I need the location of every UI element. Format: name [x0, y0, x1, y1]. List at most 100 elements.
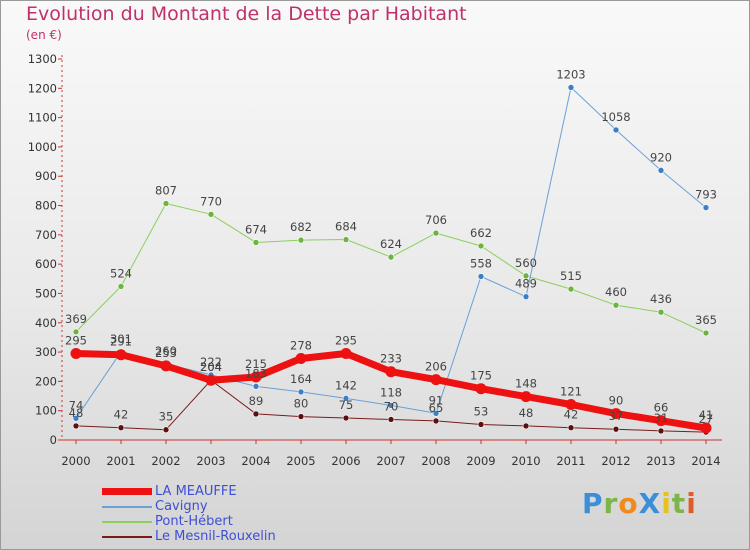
y-tick-label: 800 [35, 199, 57, 213]
legend-swatch-la-meauffe [102, 488, 152, 495]
data-point-la-meauffe [115, 349, 127, 361]
data-label-pont-hebert: 624 [380, 237, 402, 251]
data-label-le-mesnil-rouxelin: 42 [114, 408, 129, 422]
data-label-pont-hebert: 436 [650, 292, 672, 306]
data-label-la-meauffe: 295 [335, 334, 357, 348]
logo-letter: o [618, 487, 639, 520]
x-tick-label: 2001 [106, 454, 135, 468]
data-point-cavigny [612, 126, 620, 134]
data-point-la-meauffe [700, 422, 712, 434]
data-point-cavigny [522, 293, 530, 300]
x-tick-label: 2011 [556, 454, 585, 468]
proxiti-logo: ProXiti [582, 487, 697, 520]
data-label-la-meauffe: 215 [245, 357, 267, 371]
data-label-cavigny: 920 [650, 150, 672, 164]
x-tick-label: 2008 [421, 454, 450, 468]
chart-title: Evolution du Montant de la Dette par Hab… [26, 3, 467, 25]
data-point-le-mesnil-rouxelin [567, 424, 575, 431]
data-point-pont-hebert [432, 229, 440, 237]
y-tick-label: 300 [35, 345, 57, 359]
data-point-le-mesnil-rouxelin [117, 424, 125, 431]
data-label-cavigny: 222 [200, 355, 222, 369]
data-label-la-meauffe: 121 [560, 385, 582, 399]
y-tick-label: 1100 [28, 111, 57, 125]
data-point-le-mesnil-rouxelin [657, 427, 665, 435]
data-label-le-mesnil-rouxelin: 37 [609, 409, 624, 423]
data-label-cavigny: 1203 [556, 67, 585, 81]
logo-letter: t [671, 487, 687, 520]
data-point-pont-hebert [207, 211, 215, 218]
data-point-cavigny [297, 388, 305, 396]
data-label-cavigny: 183 [245, 366, 267, 380]
logo-letter: P [582, 487, 604, 520]
data-point-la-meauffe [160, 360, 172, 372]
data-label-le-mesnil-rouxelin: 89 [249, 394, 264, 408]
data-label-la-meauffe: 233 [380, 352, 402, 366]
x-tick-label: 2004 [241, 454, 270, 468]
data-label-le-mesnil-rouxelin: 65 [429, 401, 444, 415]
legend-swatch-pont-hebert [102, 521, 152, 523]
data-label-cavigny: 1058 [601, 110, 630, 124]
data-label-la-meauffe: 278 [290, 339, 312, 353]
data-label-le-mesnil-rouxelin: 48 [519, 406, 534, 420]
y-tick-label: 100 [35, 404, 57, 418]
data-label-cavigny: 142 [335, 378, 357, 392]
y-tick-label: 900 [35, 169, 57, 183]
data-point-le-mesnil-rouxelin [432, 417, 440, 425]
data-label-la-meauffe: 295 [65, 334, 87, 348]
data-point-cavigny [702, 204, 710, 211]
data-label-pont-hebert: 515 [560, 269, 582, 283]
data-point-cavigny [657, 167, 665, 174]
data-label-le-mesnil-rouxelin: 35 [159, 410, 174, 424]
data-label-cavigny: 74 [69, 398, 84, 412]
data-label-cavigny: 91 [429, 393, 444, 407]
legend-label-la-meauffe: LA MEAUFFE [155, 484, 237, 499]
data-label-la-meauffe: 90 [609, 394, 624, 408]
data-point-cavigny [567, 84, 575, 91]
data-point-pont-hebert [567, 285, 575, 293]
data-point-pont-hebert [162, 200, 170, 207]
y-tick-label: 700 [35, 228, 57, 242]
y-tick-label: 1200 [28, 81, 57, 95]
data-label-pont-hebert: 684 [335, 220, 357, 234]
x-tick-label: 2000 [61, 454, 90, 468]
data-point-le-mesnil-rouxelin [72, 422, 80, 430]
data-point-cavigny [342, 395, 350, 402]
data-label-la-meauffe: 204 [200, 360, 222, 374]
data-label-le-mesnil-rouxelin: 70 [384, 399, 399, 413]
data-label-cavigny: 489 [515, 277, 537, 291]
data-label-pont-hebert: 770 [200, 194, 222, 208]
data-point-la-meauffe [340, 348, 352, 360]
data-point-la-meauffe [475, 383, 487, 395]
x-tick-label: 2012 [601, 454, 630, 468]
data-point-pont-hebert [702, 329, 710, 337]
data-label-la-meauffe: 148 [515, 377, 537, 391]
data-label-le-mesnil-rouxelin: 48 [69, 406, 84, 420]
data-point-cavigny [477, 273, 485, 280]
data-point-le-mesnil-rouxelin [387, 416, 395, 423]
data-point-le-mesnil-rouxelin [342, 414, 350, 422]
data-label-le-mesnil-rouxelin: 75 [339, 398, 354, 412]
data-label-la-meauffe: 41 [699, 408, 714, 422]
data-point-pont-hebert [252, 239, 260, 246]
data-point-la-meauffe [70, 348, 82, 360]
data-label-cavigny: 558 [470, 256, 492, 270]
data-point-le-mesnil-rouxelin [612, 425, 620, 433]
data-point-le-mesnil-rouxelin [162, 426, 170, 434]
x-tick-label: 2002 [151, 454, 180, 468]
data-point-la-meauffe [520, 391, 532, 403]
data-point-la-meauffe [250, 371, 262, 383]
data-point-la-meauffe [430, 374, 442, 386]
data-label-la-meauffe: 291 [110, 335, 132, 349]
data-point-pont-hebert [387, 253, 395, 261]
data-point-le-mesnil-rouxelin [522, 422, 530, 430]
data-label-pont-hebert: 369 [65, 312, 87, 326]
data-point-pont-hebert [117, 283, 125, 290]
logo-letter: i [661, 487, 672, 520]
data-point-la-meauffe [295, 353, 307, 365]
data-point-cavigny [252, 383, 260, 390]
data-label-pont-hebert: 560 [515, 256, 537, 270]
data-label-la-meauffe: 253 [155, 346, 177, 360]
